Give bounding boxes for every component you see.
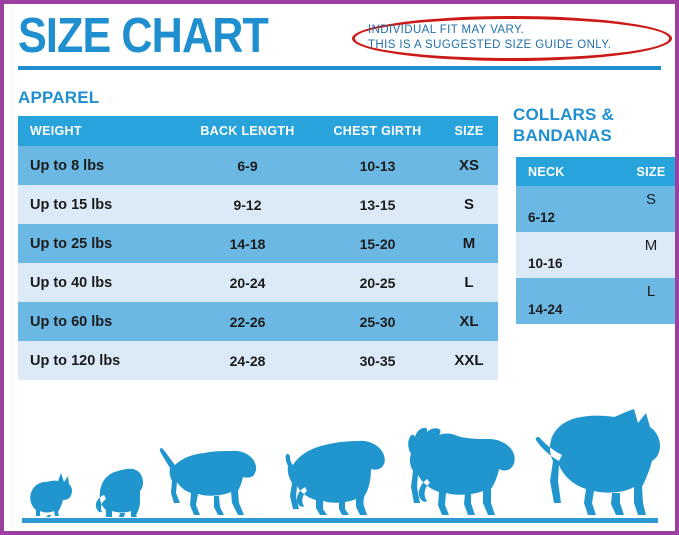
cell-weight: Up to 8 lbs bbox=[18, 146, 180, 185]
cell-chest-girth: 30-35 bbox=[315, 341, 440, 380]
cell-collar-size: L bbox=[620, 278, 675, 324]
cell-size: XS bbox=[440, 146, 498, 185]
cell-collar-size: S bbox=[620, 186, 675, 232]
husky-icon bbox=[408, 427, 515, 515]
pomeranian-icon bbox=[30, 473, 73, 517]
disclaimer-line-2: THIS IS A SUGGESTED SIZE GUIDE ONLY. bbox=[368, 39, 612, 51]
cell-neck: 10-16 bbox=[516, 232, 620, 278]
collars-section-label: COLLARS & BANDANAS bbox=[513, 104, 673, 146]
dog-silhouette-great-dane bbox=[532, 407, 664, 519]
ground-line bbox=[22, 518, 658, 523]
table-row: Up to 15 lbs 9-12 13-15 S bbox=[18, 185, 498, 224]
cell-size: XXL bbox=[440, 341, 498, 380]
pug-icon bbox=[95, 468, 144, 517]
cell-collar-size: M bbox=[620, 232, 675, 278]
cell-weight: Up to 120 lbs bbox=[18, 341, 180, 380]
cell-back-length: 9-12 bbox=[180, 185, 315, 224]
table-row: 6-12 S bbox=[516, 186, 675, 232]
header: SIZE CHART INDIVIDUAL FIT MAY VARY. THIS… bbox=[4, 4, 675, 82]
cell-neck: 14-24 bbox=[516, 278, 620, 324]
table-row: Up to 25 lbs 14-18 15-20 M bbox=[18, 224, 498, 263]
cell-back-length: 14-18 bbox=[180, 224, 315, 263]
title-underline bbox=[18, 66, 661, 70]
disclaimer-line-1: INDIVIDUAL FIT MAY VARY. bbox=[368, 24, 525, 36]
collars-label-line-2: BANDANAS bbox=[513, 126, 612, 145]
cell-size: L bbox=[440, 263, 498, 302]
column-header-weight: WEIGHT bbox=[18, 116, 180, 146]
beagle-icon bbox=[159, 448, 257, 515]
collars-table: NECK SIZE 6-12 S 10-16 M 14-24 L bbox=[516, 157, 675, 324]
cell-size: S bbox=[440, 185, 498, 224]
dog-silhouette-beagle bbox=[158, 441, 260, 519]
table-row: 10-16 M bbox=[516, 232, 675, 278]
cell-back-length: 24-28 bbox=[180, 341, 315, 380]
great-dane-icon bbox=[535, 409, 660, 515]
column-header-collar-size: SIZE bbox=[620, 157, 675, 186]
table-row: Up to 40 lbs 20-24 20-25 L bbox=[18, 263, 498, 302]
apparel-header-row: WEIGHT BACK LENGTH CHEST GIRTH SIZE bbox=[18, 116, 498, 146]
cell-size: XL bbox=[440, 302, 498, 341]
dog-silhouette-husky bbox=[403, 425, 519, 519]
table-row: Up to 60 lbs 22-26 25-30 XL bbox=[18, 302, 498, 341]
apparel-section-label: APPAREL bbox=[18, 88, 100, 107]
dog-silhouette-row bbox=[4, 404, 675, 531]
column-header-size: SIZE bbox=[440, 116, 498, 146]
disclaimer-ellipse bbox=[352, 16, 672, 61]
cell-weight: Up to 15 lbs bbox=[18, 185, 180, 224]
cell-back-length: 6-9 bbox=[180, 146, 315, 185]
dog-silhouette-pomeranian bbox=[28, 471, 74, 519]
cell-weight: Up to 25 lbs bbox=[18, 224, 180, 263]
dog-silhouette-pug bbox=[90, 463, 146, 519]
column-header-back-length: BACK LENGTH bbox=[180, 116, 315, 146]
collars-label-line-1: COLLARS & bbox=[513, 105, 614, 124]
column-header-chest-girth: CHEST GIRTH bbox=[315, 116, 440, 146]
cell-chest-girth: 25-30 bbox=[315, 302, 440, 341]
apparel-table: WEIGHT BACK LENGTH CHEST GIRTH SIZE Up t… bbox=[18, 116, 498, 380]
table-row: Up to 8 lbs 6-9 10-13 XS bbox=[18, 146, 498, 185]
cell-back-length: 22-26 bbox=[180, 302, 315, 341]
cell-chest-girth: 15-20 bbox=[315, 224, 440, 263]
cell-chest-girth: 20-25 bbox=[315, 263, 440, 302]
column-header-neck: NECK bbox=[516, 157, 620, 186]
cell-neck: 6-12 bbox=[516, 186, 620, 232]
table-row: Up to 120 lbs 24-28 30-35 XXL bbox=[18, 341, 498, 380]
cell-chest-girth: 13-15 bbox=[315, 185, 440, 224]
table-row: 14-24 L bbox=[516, 278, 675, 324]
cell-chest-girth: 10-13 bbox=[315, 146, 440, 185]
cell-back-length: 20-24 bbox=[180, 263, 315, 302]
cell-weight: Up to 40 lbs bbox=[18, 263, 180, 302]
page-title: SIZE CHART bbox=[18, 9, 269, 63]
collars-header-row: NECK SIZE bbox=[516, 157, 675, 186]
cell-size: M bbox=[440, 224, 498, 263]
disclaimer-text: INDIVIDUAL FIT MAY VARY. THIS IS A SUGGE… bbox=[368, 23, 668, 53]
cell-weight: Up to 60 lbs bbox=[18, 302, 180, 341]
dog-silhouette-cocker-spaniel bbox=[283, 437, 387, 519]
cocker-spaniel-icon bbox=[285, 440, 385, 515]
